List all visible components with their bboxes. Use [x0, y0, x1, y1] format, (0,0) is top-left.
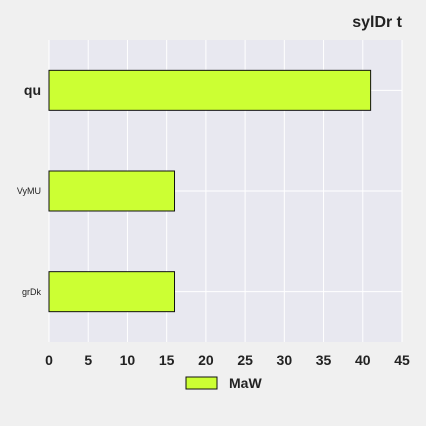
y-tick-label: qu [24, 82, 41, 98]
x-tick-label: 15 [159, 352, 175, 368]
chart-title: sylDr t [352, 14, 402, 31]
bar-qu [48, 69, 372, 111]
legend: MaW [185, 375, 262, 391]
x-tick-label: 0 [45, 352, 53, 368]
y-tick-label: VyMU [17, 186, 41, 196]
x-tick-label: 45 [394, 352, 410, 368]
bar-grDk [48, 271, 176, 313]
x-tick-labels: 0 5 10 15 20 25 30 35 40 45 [45, 352, 410, 368]
x-tick-label: 35 [316, 352, 332, 368]
x-tick-label: 10 [120, 352, 136, 368]
y-tick-label: grDk [22, 287, 42, 297]
legend-swatch [185, 376, 218, 390]
x-tick-label: 25 [237, 352, 253, 368]
y-tick-labels: qu VyMU grDk [17, 82, 42, 297]
bar-VyMU [48, 170, 176, 212]
x-tick-label: 5 [84, 352, 92, 368]
x-tick-label: 30 [277, 352, 293, 368]
x-tick-label: 40 [355, 352, 371, 368]
x-tick-label: 20 [198, 352, 214, 368]
bars [48, 69, 372, 313]
legend-label: MaW [229, 375, 262, 391]
